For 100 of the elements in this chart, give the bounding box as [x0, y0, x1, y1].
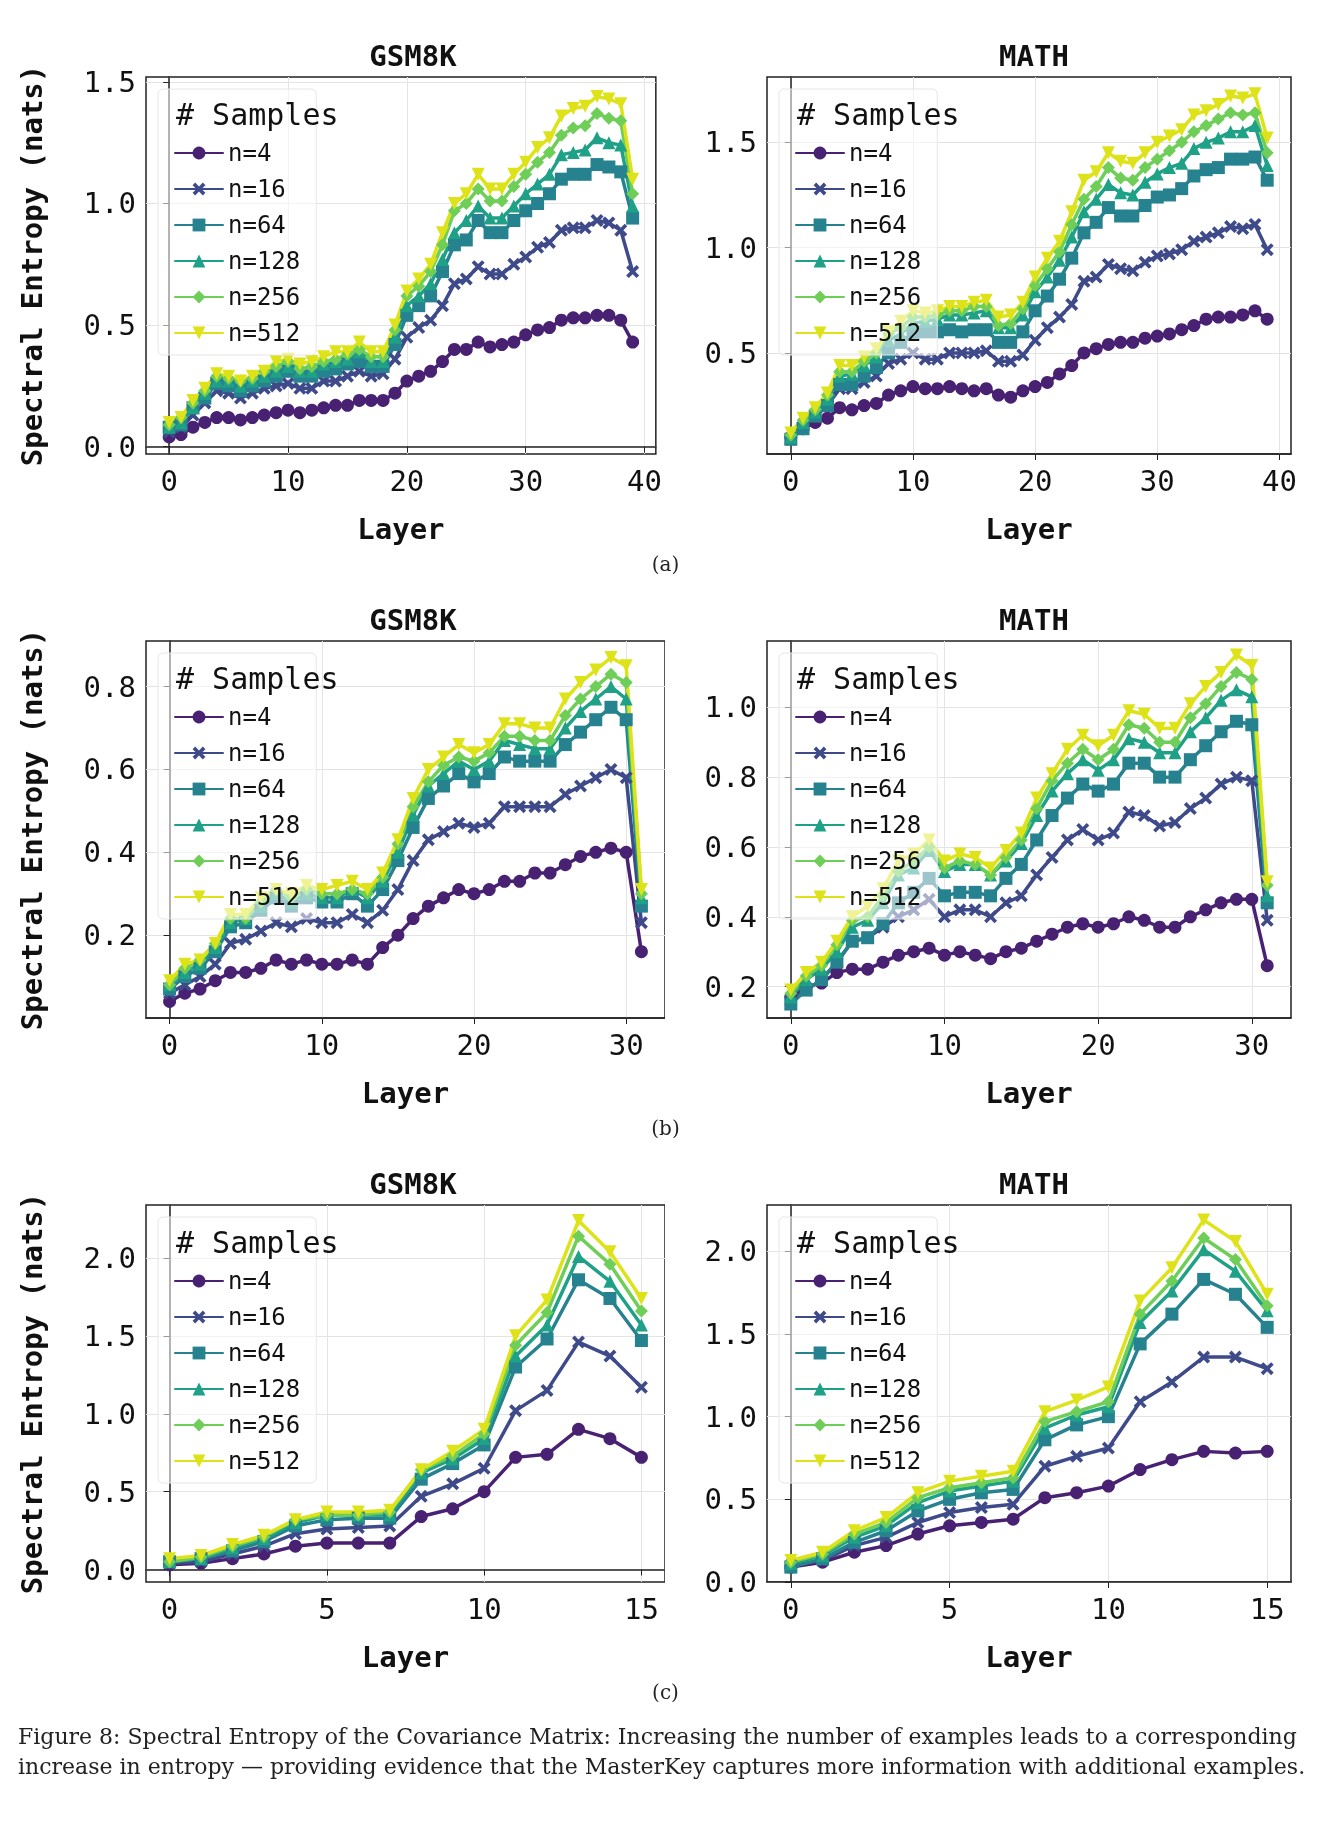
point [626, 211, 640, 225]
point [1028, 279, 1042, 293]
point [1224, 310, 1238, 324]
point [1138, 146, 1152, 160]
point [257, 408, 271, 422]
y-axis-title: Spectral Entropy (nats) [14, 64, 49, 467]
point [1114, 262, 1128, 276]
point [1187, 319, 1201, 333]
point [603, 1291, 617, 1305]
point [1126, 209, 1140, 223]
y-tick-label: 1.5 [704, 125, 757, 160]
point [406, 912, 420, 926]
point [1101, 201, 1115, 215]
point [1045, 927, 1059, 941]
point [459, 272, 473, 286]
point [519, 328, 533, 342]
point [918, 306, 932, 320]
point [869, 342, 883, 356]
point [572, 1335, 585, 1349]
point [531, 323, 545, 337]
point [1150, 167, 1164, 181]
point [531, 240, 545, 254]
point [1138, 198, 1152, 212]
point [619, 771, 633, 785]
point [1211, 131, 1225, 145]
point [937, 854, 951, 868]
point [1065, 230, 1079, 244]
point [330, 916, 344, 930]
point [1187, 125, 1201, 139]
x-tick-label: 20 [389, 463, 425, 498]
point [528, 866, 542, 880]
point [509, 1329, 523, 1343]
y-axis-title: Spectral Entropy (nats) [14, 1192, 49, 1595]
point [1199, 903, 1213, 917]
point [1107, 777, 1121, 791]
point [578, 311, 592, 325]
point [1038, 1405, 1052, 1419]
point [1199, 230, 1213, 244]
point [589, 663, 603, 677]
point [1199, 791, 1213, 805]
point [1153, 770, 1167, 784]
point [1006, 1497, 1020, 1511]
point [1038, 1491, 1052, 1505]
point [943, 1519, 957, 1533]
point [482, 883, 496, 897]
point [467, 775, 481, 789]
point [1245, 672, 1259, 686]
point [1211, 310, 1225, 324]
point [1245, 774, 1259, 788]
x-axis-title: Layer [985, 511, 1073, 546]
point [540, 1305, 554, 1319]
point [558, 858, 572, 872]
point [1107, 742, 1121, 756]
point [1089, 215, 1103, 229]
point [882, 388, 896, 402]
point [979, 293, 993, 307]
point [330, 887, 344, 901]
point [1076, 753, 1090, 767]
point [572, 1229, 585, 1243]
x-tick-label: 20 [456, 1027, 492, 1062]
point [1228, 1350, 1242, 1364]
point [578, 167, 592, 181]
point [406, 800, 420, 814]
point [1138, 255, 1152, 269]
point [1224, 152, 1238, 166]
point [1114, 186, 1128, 200]
point [602, 308, 616, 322]
point [1077, 274, 1091, 288]
point [1175, 243, 1189, 257]
point [943, 300, 957, 314]
legend-label: n=64 [228, 211, 286, 239]
y-tick-label: 1.0 [83, 186, 136, 221]
point [1236, 125, 1250, 139]
point [1070, 1486, 1084, 1500]
point [1091, 753, 1105, 767]
point [572, 1214, 585, 1228]
x-tick-label: 30 [508, 463, 544, 498]
point [558, 692, 572, 706]
point [1138, 175, 1152, 189]
point [1053, 245, 1067, 259]
point [574, 692, 588, 706]
point [406, 820, 420, 834]
point [1197, 1243, 1211, 1257]
point [1211, 226, 1225, 240]
point [1197, 1350, 1211, 1364]
legend-label: n=16 [849, 175, 907, 203]
point [1076, 823, 1090, 836]
point [603, 1257, 617, 1271]
point [911, 1486, 925, 1500]
point [614, 138, 628, 152]
point [509, 1338, 523, 1352]
point [999, 896, 1013, 910]
y-tick-label: 1.0 [704, 230, 757, 265]
point [400, 299, 414, 313]
point [906, 304, 920, 318]
point [1228, 1287, 1242, 1301]
point [1260, 1299, 1274, 1313]
point [452, 883, 466, 897]
point [1150, 135, 1164, 149]
point [1060, 833, 1074, 847]
